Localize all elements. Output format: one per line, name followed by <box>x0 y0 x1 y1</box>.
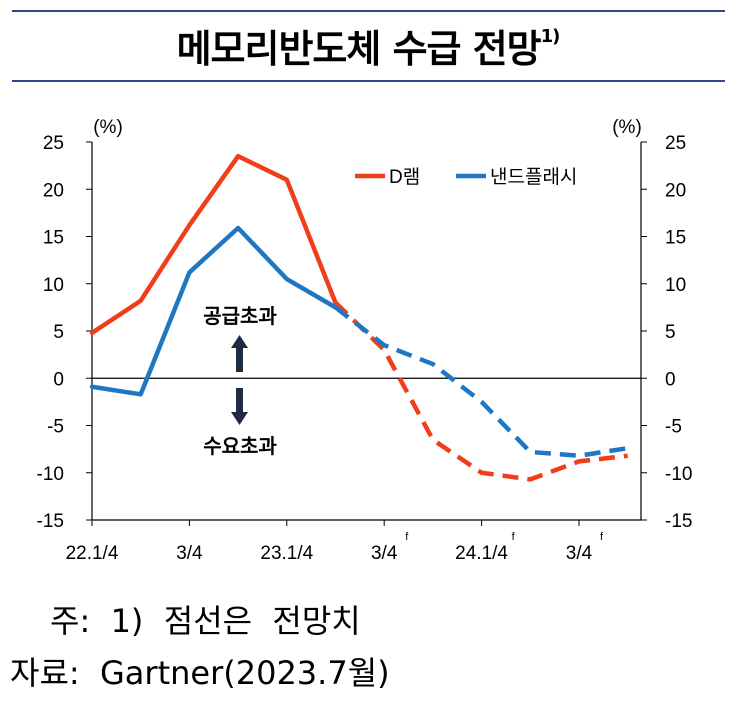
x-tick-forecast-mark: f <box>512 531 516 543</box>
y-unit-left: (%) <box>93 117 123 138</box>
line-chart: 25 25 20 20 15 15 10 10 5 5 0 0 -5 -5 -10 -10 -15 -15 (%) (… <box>37 117 693 564</box>
y-tick-label-left: 15 <box>43 228 64 249</box>
y-tick-label-left: -10 <box>37 464 64 485</box>
x-tick-forecast-mark: f <box>600 531 604 543</box>
y-tick-label-left: -15 <box>37 511 64 532</box>
title-bottom-rule <box>12 80 725 82</box>
y-tick-label-right: -10 <box>665 464 692 485</box>
series-line-actual <box>89 153 338 336</box>
title-footnote: 1) <box>540 26 561 48</box>
y-tick-label-left: 10 <box>43 275 64 296</box>
arrow-down-head <box>231 412 248 425</box>
x-tick-label: 22.1/4 <box>66 543 119 564</box>
footnote-dashed: 주: 1) 점선은 전망치 <box>50 602 361 640</box>
y-tick-label-right: 0 <box>665 369 676 390</box>
title-top-rule <box>12 10 725 12</box>
y-tick-label-left: 20 <box>43 180 64 201</box>
arrow-up-head <box>231 335 248 348</box>
y-tick-label-right: 5 <box>665 322 676 343</box>
y-tick-label-left: 25 <box>43 133 64 154</box>
x-tick-label: 3/4 <box>176 543 203 564</box>
y-tick-label-right: 15 <box>665 228 686 249</box>
annotation-demand-excess: 수요초과 <box>203 435 277 458</box>
x-tick-label: 3/4 <box>371 543 398 564</box>
source-note: 자료: Gartner(2023.7월) <box>10 654 390 692</box>
x-tick-forecast-mark: f <box>405 531 409 543</box>
annotation-supply-excess: 공급초과 <box>203 305 277 328</box>
x-tick-label: 23.1/4 <box>260 543 313 564</box>
arrow-down-shaft <box>236 388 243 414</box>
y-tick-label-left: -5 <box>47 417 64 438</box>
x-tick-label: 3/4 <box>566 543 593 564</box>
legend-label: 낸드플래시 <box>490 166 577 188</box>
y-tick-label-left: 0 <box>53 369 64 390</box>
legend-label: D램 <box>389 166 420 188</box>
y-unit-right: (%) <box>612 117 642 138</box>
arrow-up-shaft <box>236 346 243 372</box>
series-line-forecast <box>333 301 628 482</box>
y-tick-label-right: 20 <box>665 180 686 201</box>
y-tick-label-left: 5 <box>53 322 64 343</box>
series-line-actual <box>89 225 338 397</box>
y-tick-label-right: -15 <box>665 511 692 532</box>
title-text: 메모리반도체 수급 전망 <box>176 27 542 71</box>
y-tick-label-right: 25 <box>665 133 686 154</box>
y-tick-label-right: 10 <box>665 275 686 296</box>
y-tick-label-right: -5 <box>665 417 682 438</box>
page-title: 메모리반도체 수급 전망1) <box>0 18 736 73</box>
x-tick-label: 24.1/4 <box>455 543 508 564</box>
series-line-forecast <box>334 305 629 458</box>
